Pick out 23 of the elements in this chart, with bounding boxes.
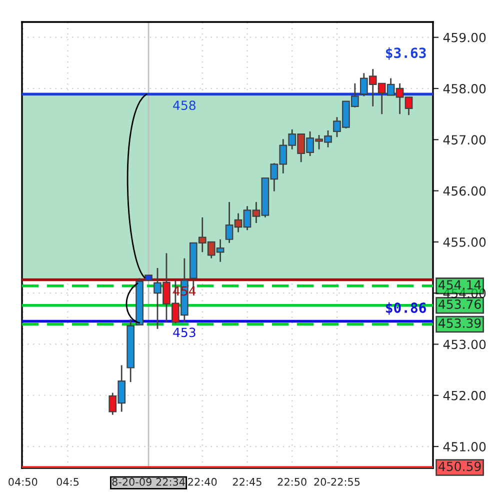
y-tick-label: 459.00 (443, 32, 486, 42)
x-tick-label: 04:5 (56, 478, 79, 486)
y-tick-label: 457.00 (443, 135, 486, 145)
x-tick-label: 20-22:55 (314, 478, 360, 486)
y-tick-label: 454.00 (443, 288, 486, 298)
y-tick-label: 456.00 (443, 186, 486, 196)
ref-line-label: 454.14 (438, 280, 481, 290)
x-tick-label: 8-20-09 22:34 (112, 478, 185, 486)
ref-line-label: 453.76 (438, 300, 481, 309)
ref-line-label: 453.39 (438, 318, 481, 328)
y-tick-label: 458.00 (443, 84, 486, 94)
annotation: $3.63 (386, 47, 426, 60)
annotation: 453 (173, 328, 196, 338)
y-tick-label: 452.00 (443, 390, 486, 400)
annotation: 458 (173, 100, 196, 110)
y-tick-label: 453.00 (443, 340, 486, 350)
x-tick-label: 22:50 (278, 478, 306, 486)
x-tick-label: 22:45 (232, 478, 262, 486)
ref-line-label: 450.59 (438, 462, 481, 472)
x-tick-label: 22:40 (188, 478, 217, 486)
y-tick-label: 455.00 (443, 237, 486, 247)
x-tick-label: 04:50 (8, 478, 38, 486)
y-tick-label: 451.00 (443, 442, 486, 452)
